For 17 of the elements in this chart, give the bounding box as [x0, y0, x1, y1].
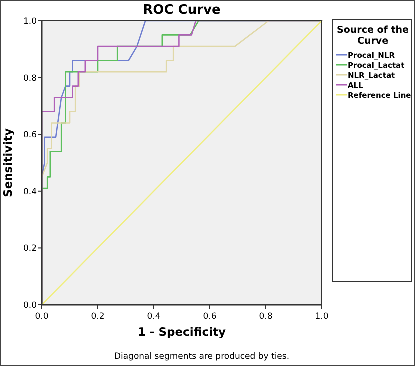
y-tick-label: 0.8	[23, 74, 37, 84]
y-tick-label: 0.4	[23, 187, 37, 198]
y-tick-label: 0.2	[23, 244, 37, 254]
y-tick-label: 0.6	[23, 130, 37, 141]
text: Diagonal segments are produced by ties.	[114, 352, 290, 362]
x-tick-label: 0.2	[91, 312, 105, 322]
y-tick-label: 1.0	[23, 17, 37, 27]
x-tick-label: 0.4	[147, 312, 161, 322]
x-axis-title: 1 - Specificity	[138, 325, 227, 339]
x-tick-label: 0.8	[259, 312, 273, 322]
chart-title: ROC Curve	[143, 3, 221, 18]
legend-title: Source of the Curve	[337, 25, 409, 47]
x-tick-label: 0.6	[203, 312, 217, 322]
y-tick-label: 0.0	[23, 301, 37, 311]
x-tick-label: 0.0	[35, 312, 49, 322]
x-tick-label: 1.0	[315, 312, 329, 322]
y-axis-title: Sensitivity	[1, 128, 15, 198]
